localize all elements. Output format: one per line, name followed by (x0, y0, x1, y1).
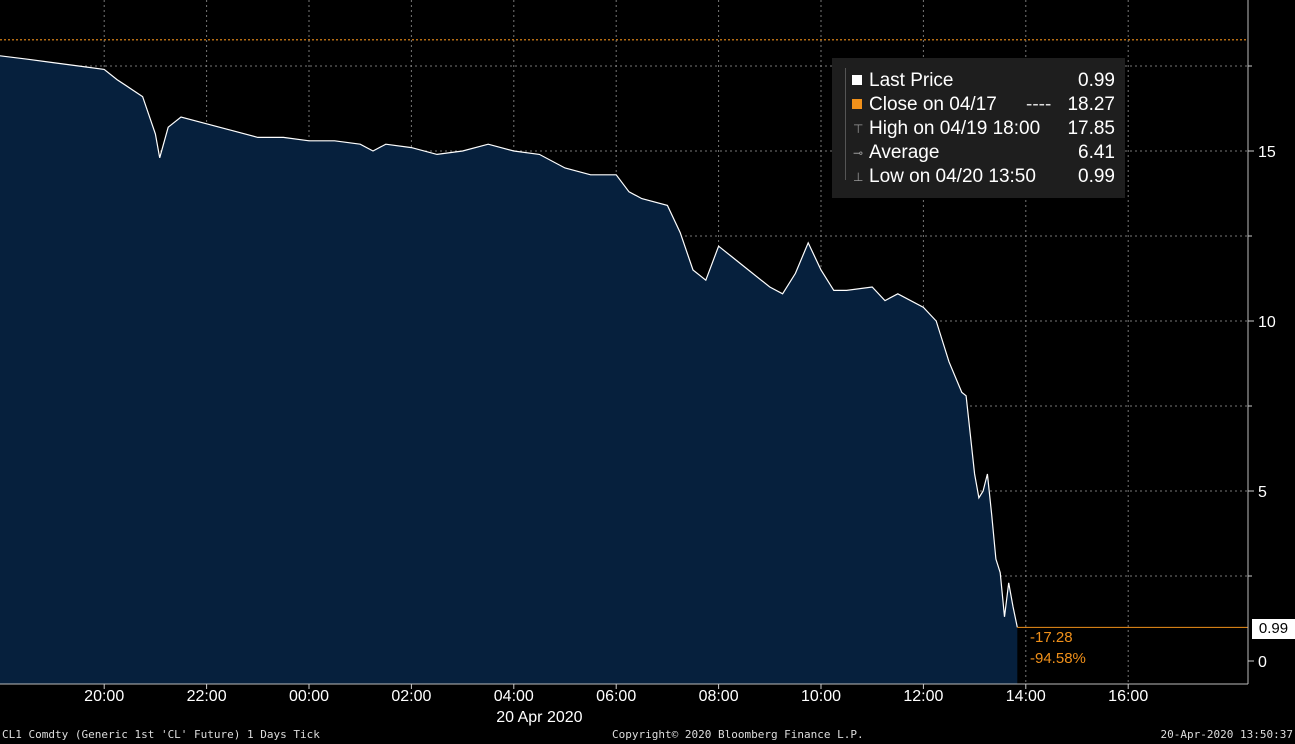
legend-item-high[interactable]: ⊤ High on 04/19 18:00 17.85 (832, 117, 1125, 141)
x-tick-label: 02:00 (391, 688, 431, 705)
last-price-swatch (852, 75, 862, 85)
last-price-badge: 0.99 (1252, 619, 1295, 639)
legend-label: Low on 04/20 13:50 (869, 166, 1036, 187)
high-marker-icon: ⊤ (853, 122, 864, 136)
footer-timestamp: 20-Apr-2020 13:50:37 (1160, 728, 1293, 741)
x-tick-label: 10:00 (801, 688, 841, 705)
close-swatch (852, 99, 862, 109)
y-tick-label: 15 (1258, 144, 1276, 161)
y-tick-label: 10 (1258, 314, 1276, 331)
legend-value: 0.99 (1078, 166, 1115, 187)
y-tick-label: 0 (1258, 654, 1267, 671)
legend-label: High on 04/19 18:00 (869, 118, 1041, 139)
y-tick-label: 5 (1258, 484, 1267, 501)
legend-label: Close on 04/17 (869, 94, 997, 115)
footer-copyright: Copyright© 2020 Bloomberg Finance L.P. (612, 728, 864, 741)
legend-item-low[interactable]: ⊥ Low on 04/20 13:50 0.99 (832, 165, 1125, 189)
footer-security: CL1 Comdty (Generic 1st 'CL' Future) 1 D… (2, 728, 320, 741)
average-marker-icon: ⊸ (853, 146, 864, 160)
legend-item-average[interactable]: ⊸ Average 6.41 (832, 141, 1125, 165)
x-tick-label: 22:00 (187, 688, 227, 705)
x-tick-label: 00:00 (289, 688, 329, 705)
x-tick-label: 12:00 (903, 688, 943, 705)
x-date-label: 20 Apr 2020 (496, 709, 582, 726)
legend-dash: ---- (1026, 94, 1052, 115)
x-tick-label: 16:00 (1108, 688, 1148, 705)
x-tick-label: 20:00 (84, 688, 124, 705)
legend-box: Last Price 0.99 Close on 04/17 ---- 18.2… (832, 58, 1125, 198)
legend-connector (845, 68, 846, 180)
price-line (0, 55, 1018, 628)
legend-value: 0.99 (1078, 70, 1115, 91)
net-change-label: -17.28 (1030, 629, 1073, 646)
pct-change-label: -94.58% (1030, 650, 1086, 667)
legend-item-close[interactable]: Close on 04/17 ---- 18.27 (832, 93, 1125, 117)
x-tick-label: 14:00 (1006, 688, 1046, 705)
x-tick-label: 04:00 (494, 688, 534, 705)
legend-value: 17.85 (1067, 118, 1115, 139)
legend-label: Last Price (869, 70, 954, 91)
x-tick-label: 06:00 (596, 688, 636, 705)
legend-value: 6.41 (1078, 142, 1115, 163)
price-area (0, 55, 1018, 685)
legend-item-last-price[interactable]: Last Price 0.99 (832, 69, 1125, 93)
x-tick-label: 08:00 (699, 688, 739, 705)
legend-label: Average (869, 142, 940, 163)
legend-value: 18.27 (1067, 94, 1115, 115)
low-marker-icon: ⊥ (853, 170, 864, 184)
